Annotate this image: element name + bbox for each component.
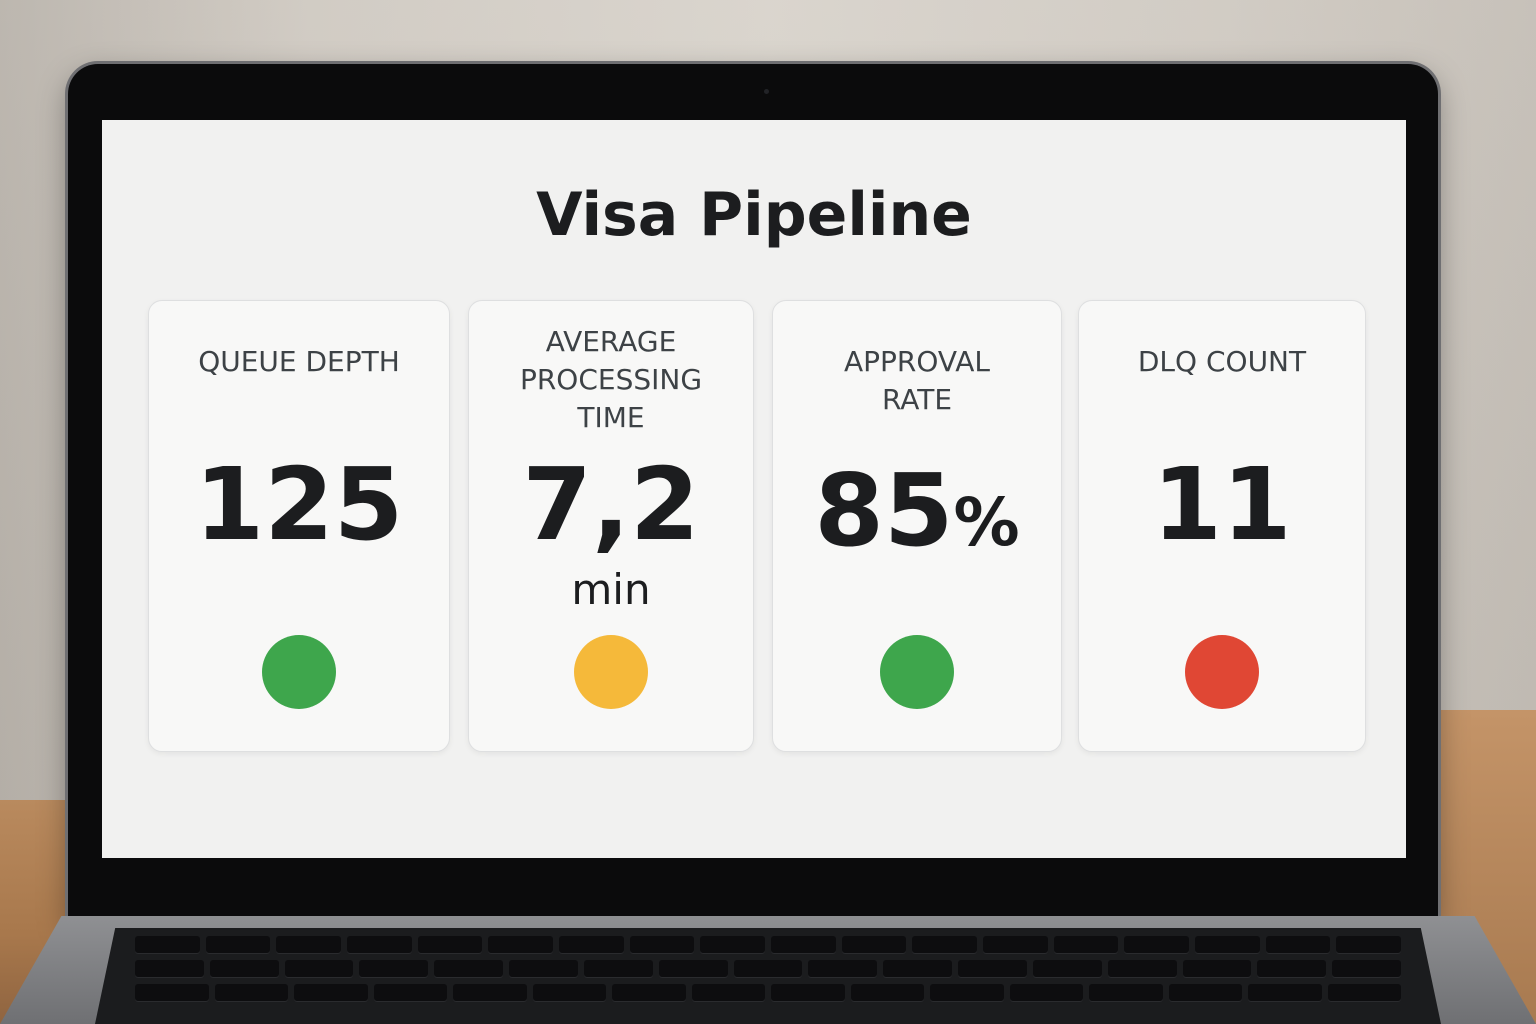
keyboard-key [417,936,483,954]
metric-label: APPROVAL RATE [843,345,991,416]
keyboard-key [359,960,429,978]
keyboard-key [1009,984,1083,1002]
keyboard-key [841,936,907,954]
page-title: Visa Pipeline [536,180,972,250]
metric-card-queue-depth[interactable]: QUEUE DEPTH 125 [148,300,450,752]
status-indicator-icon [880,635,954,709]
webcam-icon [764,89,769,94]
keyboard-key [559,936,624,954]
keyboard-key [1032,960,1102,978]
metric-value: 125 [149,455,449,555]
keyboard-key [658,960,728,978]
keyboard-key [1053,936,1119,954]
keyboard-key [629,936,695,954]
keyboard-key [209,960,279,978]
keyboard-key [700,936,766,954]
keyboard-key [1336,936,1402,954]
keyboard-key [205,936,271,954]
keyboard-key [1257,960,1327,978]
keyboard-key [1124,936,1190,954]
keyboard [95,928,1441,1024]
status-indicator-icon [1185,635,1259,709]
keyboard-key [930,984,1004,1002]
keyboard-key [1332,960,1402,978]
keyboard-key [135,984,209,1002]
keyboard-key [135,936,200,954]
metric-card-dlq-count[interactable]: DLQ COUNT 11 [1078,300,1366,752]
keyboard-key [373,984,447,1002]
status-indicator-icon [262,635,336,709]
keyboard-key [808,960,878,978]
keyboard-key [294,984,368,1002]
keyboard-key [983,936,1048,954]
keyboard-key [912,936,978,954]
metric-value: 7,2 [469,455,753,555]
metric-label: AVERAGE PROCESSING TIME [519,325,703,434]
metric-value: 85% [773,461,1061,573]
status-indicator-icon [574,635,648,709]
keyboard-key [488,936,554,954]
metric-card-approval-rate[interactable]: APPROVAL RATE 85% [772,300,1062,752]
keyboard-key [1327,984,1401,1002]
keyboard-key [733,960,803,978]
metric-label: QUEUE DEPTH [198,345,400,378]
keyboard-key [691,984,765,1002]
keyboard-key [1182,960,1252,978]
keyboard-key [276,936,342,954]
keyboard-key [1089,984,1163,1002]
keyboard-key [284,960,354,978]
metric-label: DLQ COUNT [1137,345,1307,378]
metric-value-number: 125 [194,446,404,563]
keyboard-key [1265,936,1331,954]
metric-value-number: 85 [814,452,954,569]
keyboard-key [583,960,653,978]
keyboard-key [771,984,845,1002]
keyboard-key [214,984,288,1002]
keyboard-key [1107,960,1177,978]
metric-value: 11 [1079,455,1365,555]
keyboard-key [453,984,527,1002]
keyboard-key [883,960,953,978]
keyboard-key [958,960,1027,978]
keyboard-key [347,936,412,954]
keyboard-key [509,960,578,978]
metric-value-number: 7,2 [522,446,700,563]
keyboard-key [1168,984,1242,1002]
metric-unit: min [571,565,651,614]
keyboard-key [850,984,924,1002]
keyboard-key [612,984,686,1002]
keyboard-key [1195,936,1260,954]
metric-unit: % [953,484,1020,561]
keyboard-key [434,960,504,978]
dashboard-screen: Visa Pipeline QUEUE DEPTH 125 AVERAGE PR… [102,120,1406,858]
keyboard-key [1248,984,1322,1002]
keyboard-key [135,960,204,978]
keyboard-key [771,936,836,954]
metric-value-number: 11 [1152,446,1292,563]
keyboard-key [532,984,606,1002]
metric-card-average-processing-time[interactable]: AVERAGE PROCESSING TIME 7,2 min [468,300,754,752]
